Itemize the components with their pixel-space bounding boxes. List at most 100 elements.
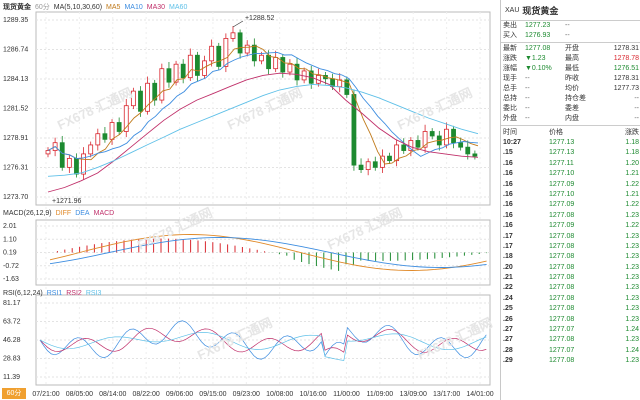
macd-axis-label: 0.19 <box>3 250 17 257</box>
candle <box>59 142 65 168</box>
diff-line <box>49 234 487 271</box>
candle <box>159 68 165 101</box>
price-panel-header: 现货黄金 60分 MA(5,10,30,60) MA5 MA10 MA30 MA60 <box>3 2 191 12</box>
candle <box>74 157 79 175</box>
candle <box>123 105 129 132</box>
tick-change: 1.21 <box>625 190 639 198</box>
time-axis-label: 09/06:00 <box>166 391 193 398</box>
candle <box>180 63 186 79</box>
time-axis-label: 08/22:00 <box>133 391 160 398</box>
time-axis-label: 11/09:00 <box>366 391 393 398</box>
macd-label: MACD(26,12,9) <box>3 210 52 217</box>
ma5-legend: MA5 <box>106 4 121 11</box>
candle <box>88 144 94 155</box>
tick-row: .21 1277.08 1.23 <box>501 273 640 283</box>
tick-row: .24 1277.08 1.23 <box>501 294 640 304</box>
rsi1-line <box>39 320 487 360</box>
candle <box>45 150 51 155</box>
candle <box>287 63 293 73</box>
buy-price: 1276.93 <box>525 32 551 39</box>
time-axis-label: 14/01:00 <box>466 391 493 398</box>
tick-price: 1277.08 <box>549 336 575 344</box>
tick-change: 1.23 <box>625 284 639 292</box>
time-axis-label: 11/00:00 <box>333 391 360 398</box>
price-axis-label: 1278.91 <box>3 135 28 142</box>
candle <box>451 128 456 144</box>
tick-row: .27 1277.07 1.24 <box>501 325 640 335</box>
tick-price: 1277.09 <box>549 222 575 230</box>
chart-area[interactable]: 1289.35 1286.74 1284.13 1281.52 1278.91 1276.… <box>0 0 500 400</box>
time-axis-label: 13/17:00 <box>433 391 460 398</box>
candle <box>379 155 385 168</box>
rsi-axis-label: 81.17 <box>3 300 21 307</box>
period-tab[interactable]: 60分 <box>2 388 26 399</box>
last-price: 1277.08 <box>525 45 551 52</box>
candle <box>401 144 407 151</box>
time-axis-label: 07/21:00 <box>32 391 59 398</box>
tick-price: 1277.08 <box>549 211 575 219</box>
tick-row: .15 1277.13 1.18 <box>501 148 640 158</box>
chg-row: 涨跌 ▼1.23 最高 1278.78 <box>503 55 639 62</box>
time-axis-label: 09/15:00 <box>199 391 226 398</box>
tick-time: .27 <box>503 326 513 334</box>
quote-symbol: XAU <box>505 6 520 14</box>
tick-price: 1277.07 <box>549 326 575 334</box>
tick-time: .20 <box>503 263 513 271</box>
tick-time: .28 <box>503 346 513 354</box>
tick-change: 1.23 <box>625 305 639 313</box>
candle <box>173 63 179 83</box>
tick-time: .17 <box>503 232 513 240</box>
candle <box>422 131 428 148</box>
candle <box>344 79 350 95</box>
candle <box>273 57 279 70</box>
candle <box>95 133 101 146</box>
tick-price: 1277.08 <box>549 294 575 302</box>
tick-row: .16 1277.09 1.22 <box>501 180 640 190</box>
rsi2-legend: RSI2 <box>66 290 82 297</box>
time-axis-label: 09/23:00 <box>233 391 260 398</box>
tick-time: .16 <box>503 180 513 188</box>
candle <box>230 32 236 39</box>
candle <box>266 54 271 70</box>
candle <box>81 153 86 175</box>
tick-row: .28 1277.07 1.24 <box>501 346 640 356</box>
quote-title: XAU 现货黄金 <box>501 0 640 21</box>
tick-price: 1277.08 <box>549 357 575 365</box>
tick-price: 1277.08 <box>549 263 575 271</box>
tick-time: .17 <box>503 242 513 250</box>
time-axis-label: 10/08:00 <box>266 391 293 398</box>
watermark-text: FX678 汇通网 <box>135 205 215 253</box>
tick-change: 1.23 <box>625 242 639 250</box>
period-label: 60分 <box>35 4 50 11</box>
tick-price: 1277.08 <box>549 232 575 240</box>
dea-legend: DEA <box>75 210 90 217</box>
tick-change: 1.23 <box>625 315 639 323</box>
candle <box>365 161 371 171</box>
hold-row: 总持 -- 持仓差 -- <box>503 95 639 102</box>
buy-row: 买入 1276.93 -- <box>503 32 570 39</box>
quote-title-text: 现货黄金 <box>522 5 559 16</box>
ma60-line <box>47 83 479 177</box>
ticks-list[interactable]: 10:27 1277.13 1.18 .15 1277.13 1.18 .16 1277.11… <box>501 138 640 367</box>
tick-change: 1.23 <box>625 336 639 344</box>
macd-panel-header: MACD(26,12,9) DIFF DEA MACD <box>3 210 118 217</box>
symbol-label: 现货黄金 <box>3 4 31 11</box>
watermark-text: FX678 汇通网 <box>195 315 275 363</box>
tick-price: 1277.09 <box>549 201 575 209</box>
tick-row: .16 1277.11 1.20 <box>501 159 640 169</box>
diff-legend: DIFF <box>55 210 72 217</box>
ma30-line <box>47 72 479 193</box>
tick-row: .16 1277.10 1.21 <box>501 169 640 179</box>
candle <box>223 38 229 67</box>
macd-legend: MACD <box>93 210 115 217</box>
tick-change: 1.23 <box>625 294 639 302</box>
candle <box>429 131 435 137</box>
macd-axis-label: -1.63 <box>3 276 19 283</box>
rsi-panel-header: RSI(6,12,24) RSI1 RSI2 RSI3 <box>3 290 105 297</box>
total-row: 总手 -- 均价 1277.73 <box>503 85 639 92</box>
tick-row: .22 1277.08 1.23 <box>501 283 640 293</box>
ma60-legend: MA60 <box>169 4 188 11</box>
candle <box>152 82 158 101</box>
chart-canvas[interactable]: 1289.35 1286.74 1284.13 1281.52 1278.91 1276.… <box>0 0 500 400</box>
quote-panel: XAU 现货黄金 卖出 1277.23 -- 买入 1276.93 -- 最新 1277.0… <box>500 0 640 400</box>
